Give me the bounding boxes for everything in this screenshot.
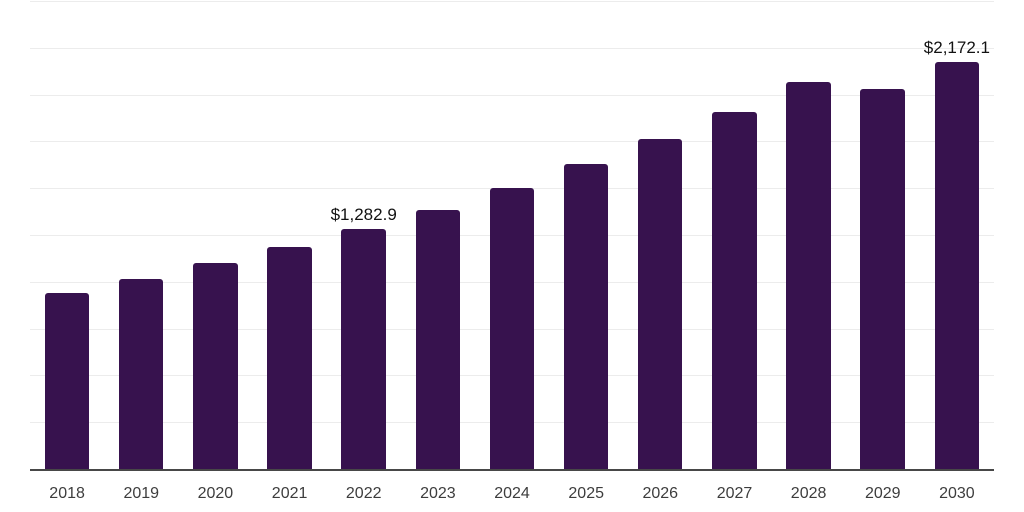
x-tick-2018: 2018 (49, 485, 85, 502)
x-tick-2024: 2024 (494, 485, 530, 502)
value-label-2022: $1,282.9 (330, 204, 397, 224)
bar-slot-2026 (623, 0, 697, 471)
x-axis-labels: 2018 2019 2020 2021 2022 2023 2024 2025 2026 2027… (30, 483, 994, 505)
bar-slot-2020 (178, 0, 252, 471)
bar-2024 (489, 188, 535, 470)
gridline-2500 (30, 1, 994, 2)
bar-2027 (712, 112, 757, 470)
x-tick-2030: 2030 (939, 485, 975, 502)
bar-slot-2024 (475, 0, 549, 471)
bar-slot-2030: $2,172.1 (920, 0, 994, 471)
x-tick-2021: 2021 (271, 485, 308, 502)
bar-slot-2021 (253, 0, 327, 471)
value-label-2030: $2,172.1 (923, 38, 990, 58)
x-tick-2027: 2027 (716, 485, 753, 502)
bar-2022 (341, 228, 386, 470)
x-tick-2026: 2026 (642, 485, 679, 502)
bar-2025 (563, 164, 609, 470)
x-axis-line (30, 469, 994, 471)
x-tick-2028: 2028 (790, 485, 827, 502)
bar-slot-2018 (30, 0, 104, 471)
bar-slot-2027 (697, 0, 771, 471)
x-tick-2019: 2019 (123, 485, 160, 502)
x-tick-2029: 2029 (864, 485, 901, 502)
bar-2026 (637, 138, 683, 470)
bar-slot-2023 (401, 0, 475, 471)
x-tick-2022: 2022 (345, 485, 382, 502)
bar-2023 (415, 210, 461, 470)
gridline-1750 (30, 141, 994, 143)
bar-slot-2029 (846, 0, 920, 471)
plot-area: $1,282.9 $2,172.1 (30, 0, 994, 471)
bar-2029 (860, 88, 905, 470)
bar-slot-2022: $1,282.9 (327, 0, 401, 471)
bar-slot-2028 (772, 0, 846, 471)
bar-2028 (786, 81, 831, 470)
gridline-2000 (30, 94, 994, 96)
gridline-2250 (30, 47, 994, 49)
bar-slot-2019 (104, 0, 178, 471)
bar-slot-2025 (549, 0, 623, 471)
bar-2020 (193, 263, 238, 470)
x-tick-2020: 2020 (197, 485, 234, 502)
bar-2030 (934, 62, 980, 470)
bar-2019 (118, 279, 164, 470)
bar-2021 (267, 246, 312, 470)
x-tick-2023: 2023 (420, 485, 456, 502)
bar-2018 (44, 293, 90, 470)
x-tick-2025: 2025 (568, 485, 604, 502)
